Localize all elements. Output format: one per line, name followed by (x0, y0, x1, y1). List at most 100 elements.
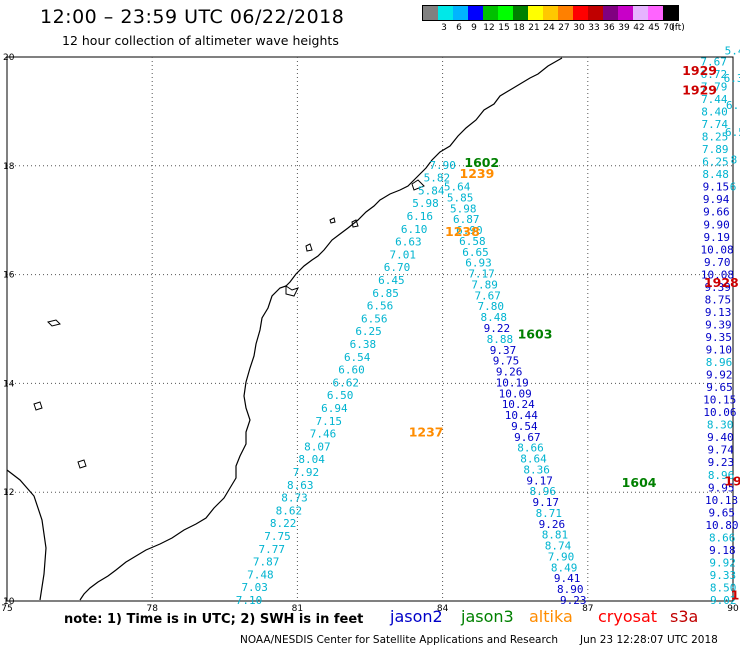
x-tick-label: 81 (292, 604, 303, 614)
wave-height-value: 8.96 (706, 356, 733, 369)
y-tick-label: 14 (3, 379, 15, 389)
pass-time-label: 1929 (682, 63, 717, 78)
map-grid (7, 57, 733, 601)
pass-time-label: 1237 (409, 424, 444, 439)
legend-swatch (543, 6, 558, 20)
map-subtitle: 12 hour collection of altimeter wave hei… (62, 33, 339, 48)
wave-height-value: 8.22 (270, 517, 297, 530)
wave-height-value: 9.15 (703, 181, 730, 194)
legend-swatch (618, 6, 633, 20)
wave-height-value: 9.65 (708, 506, 735, 519)
legend-swatch (633, 6, 648, 20)
wave-height-value: 6.94 (321, 402, 348, 415)
wave-height-value: 6.70 (384, 261, 411, 274)
y-tick-label: 20 (3, 53, 15, 63)
lake-chilika (411, 179, 425, 191)
island-west (47, 319, 61, 327)
map-title: 12:00 – 23:59 UTC 06/22/2018 (40, 6, 345, 28)
wave-height-value: 8.96 (529, 485, 556, 498)
wave-height-value: 10.24 (502, 398, 535, 411)
wave-height-value: 8.90 (557, 583, 584, 596)
wave-height-value: 10.80 (705, 519, 738, 532)
wave-height-value: 7.10 (236, 594, 263, 607)
wave-height-value: 6.93 (465, 257, 492, 270)
wave-height-value: 10.08 (700, 243, 733, 256)
legend-swatch (588, 6, 603, 20)
legend-label: 6 (456, 23, 462, 33)
wave-height-value: 9.17 (526, 474, 553, 487)
wave-height-value: 8.40 (701, 106, 728, 119)
island-south (33, 401, 43, 411)
coastline (6, 57, 563, 601)
wave-height-value: 7.46 (310, 428, 337, 441)
wave-height-value: 10.08 (701, 268, 734, 281)
wave-height-value: 6.16 (407, 210, 434, 223)
satellite-name-altika: altika (529, 607, 573, 626)
legend-label: 3 (441, 23, 447, 33)
wave-height-value: 9.23 (560, 594, 587, 607)
wave-height-value: 8.66 (709, 531, 736, 544)
x-tick-label: 87 (582, 604, 593, 614)
legend-label: 21 (528, 23, 540, 33)
legend-swatch (468, 6, 483, 20)
wave-height-value: 9.18 (709, 544, 736, 557)
wave-height-value: 7.17 (468, 268, 495, 281)
wave-height-value: 8.48 (481, 311, 508, 324)
wave-height-value: 7.01 (389, 248, 416, 261)
legend-swatch (423, 6, 438, 20)
altimeter-tracks: 7.107.037.487.877.777.758.228.628.738.63… (236, 45, 740, 607)
wave-height-value: 5.98 (412, 197, 439, 210)
wave-height-value: 6.38 (350, 338, 377, 351)
wave-height-value: 9.13 (705, 306, 732, 319)
wave-height-value: 9.35 (705, 331, 732, 344)
legend-swatch (483, 6, 498, 20)
legend-swatch (603, 6, 618, 20)
wave-height-value: 5.84 (418, 184, 445, 197)
wave-height-value: 9.10 (706, 344, 733, 357)
legend-label: 9 (471, 23, 477, 33)
wave-height-value: 10.44 (505, 409, 538, 422)
wave-height-value: 6.50 (327, 389, 354, 402)
wave-height-value: 9.65 (706, 381, 733, 394)
wave-height-value: 5.41 (725, 45, 740, 58)
wave-height-value: 8.63 (287, 479, 314, 492)
wave-height-value: 6.63 (395, 236, 422, 249)
wave-height-value: 6.38 (724, 72, 740, 85)
small-lake-2 (351, 219, 359, 228)
wave-height-value: 7.74 (702, 118, 729, 131)
wave-height-value: 10.15 (703, 394, 736, 407)
wave-height-value: 7.80 (477, 300, 504, 313)
color-legend: 3 6 9 12 15 18 21 24 27 30 33 36 39 42 45 70 (ft) (422, 5, 685, 35)
wave-height-value: 10.09 (499, 387, 532, 400)
satellite-name-jason3: jason3 (461, 607, 514, 626)
wave-height-value: 7.90 (429, 159, 456, 172)
wave-height-value: 8.74 (545, 540, 572, 553)
wave-height-value: 7.92 (293, 466, 320, 479)
y-tick-label: 12 (3, 488, 14, 498)
wave-height-value: 5.82 (424, 172, 451, 185)
wave-height-value: 9.40 (707, 431, 734, 444)
footer-credit: NOAA/NESDIS Center for Satellite Applica… (240, 634, 558, 646)
small-lake-4 (77, 459, 87, 469)
wave-height-value: 6.56 (367, 300, 394, 313)
legend-swatch (453, 6, 468, 20)
pass-time-label: 1239 (460, 166, 495, 181)
wave-height-value: 10.06 (703, 406, 736, 419)
wave-height-value: 7.67 (700, 55, 727, 68)
wave-height-value: 8.49 (551, 561, 578, 574)
wave-height-value: 6.54 (344, 351, 371, 364)
legend-swatch (498, 6, 513, 20)
legend-label: 36 (603, 23, 615, 33)
x-tick-label: 90 (727, 604, 739, 614)
y-tick-label: 16 (3, 271, 15, 281)
satellite-name-s3a: s3a (670, 607, 699, 626)
wave-height-value: 7.44 (701, 93, 728, 106)
legend-swatch (558, 6, 573, 20)
wave-height-value: 8.71 (536, 507, 563, 520)
wave-height-value: 7.89 (702, 143, 729, 156)
footer-timestamp: Jun 23 12:28:07 UTC 2018 (580, 634, 718, 646)
legend-label: 33 (588, 23, 600, 33)
wave-height-value: 6.62 (333, 376, 360, 389)
wave-height-value: 6.87 (453, 213, 480, 226)
